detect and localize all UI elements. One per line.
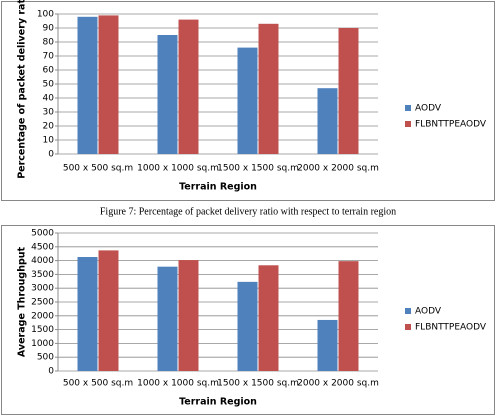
x-tick-label: 2000 x 2000 sq.m [297, 379, 379, 389]
legend-swatch [405, 308, 411, 314]
legend-label: FLBNTTPEAODV [415, 323, 487, 333]
y-tick-label: 50 [43, 80, 55, 90]
y-tick-label: 20 [43, 122, 55, 132]
bar [77, 16, 98, 154]
y-tick-label: 40 [43, 94, 55, 104]
bar [317, 319, 338, 371]
legend-label: AODV [415, 104, 442, 114]
y-tick-label: 60 [43, 66, 55, 76]
bar [317, 88, 338, 154]
y-tick-label: 4000 [31, 256, 54, 266]
x-axis-title: Terrain Region [179, 397, 257, 408]
legend-label: FLBNTTPEAODV [415, 120, 487, 130]
legend-swatch [405, 121, 411, 127]
bar [77, 257, 98, 371]
y-tick-label: 30 [43, 108, 55, 118]
x-tick-label: 1000 x 1000 sq.m [137, 379, 219, 389]
bar [157, 35, 178, 154]
bar [258, 265, 279, 371]
bar [338, 261, 359, 371]
y-tick-label: 500 [37, 353, 54, 363]
y-tick-label: 5000 [31, 229, 54, 239]
y-tick-label: 0 [48, 150, 54, 160]
x-tick-label: 1500 x 1500 sq.m [217, 164, 299, 174]
y-tick-label: 3000 [31, 284, 54, 294]
bar [237, 281, 258, 371]
y-tick-label: 0 [48, 367, 54, 377]
bar [258, 23, 279, 154]
y-tick-label: 10 [43, 136, 55, 146]
bar [178, 19, 199, 154]
bar [157, 266, 178, 371]
legend-label: AODV [415, 307, 442, 317]
y-tick-label: 100 [37, 10, 54, 20]
x-tick-label: 2000 x 2000 sq.m [297, 164, 379, 174]
bar [178, 260, 199, 371]
y-tick-label: 3500 [31, 270, 54, 280]
legend-swatch [405, 105, 411, 111]
y-tick-label: 90 [43, 24, 55, 34]
bar [338, 28, 359, 154]
bar [237, 47, 258, 154]
y-tick-label: 1000 [31, 339, 54, 349]
y-tick-label: 70 [43, 52, 55, 62]
y-tick-label: 80 [43, 38, 55, 48]
x-tick-label: 500 x 500 sq.m [63, 379, 133, 389]
bar [98, 250, 119, 371]
y-tick-label: 4500 [31, 242, 54, 252]
bar [98, 15, 119, 155]
x-tick-label: 1000 x 1000 sq.m [137, 164, 219, 174]
y-axis-title: Average Throughput [17, 246, 28, 357]
y-tick-label: 2500 [31, 298, 54, 308]
y-axis-title: Percentage of packet delivery ratio [17, 0, 28, 179]
legend-swatch [405, 324, 411, 330]
x-tick-label: 1500 x 1500 sq.m [217, 379, 299, 389]
chart-frame [1, 225, 495, 415]
y-tick-label: 1500 [31, 325, 54, 335]
chart-frame [1, 1, 495, 201]
y-tick-label: 2000 [31, 311, 54, 321]
x-axis-title: Terrain Region [179, 182, 257, 193]
x-tick-label: 500 x 500 sq.m [63, 164, 133, 174]
caption: Figure 7: Percentage of packet delivery … [100, 206, 396, 217]
